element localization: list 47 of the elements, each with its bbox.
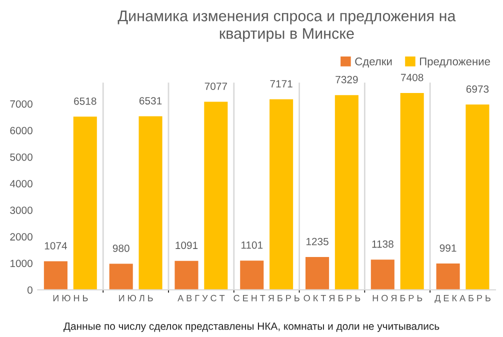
y-tick-label: 4000 — [10, 180, 32, 188]
x-tick-label: С Е Н Т Я Б Р Ь — [234, 294, 300, 302]
data-label: 6973 — [466, 85, 489, 93]
bar — [109, 264, 133, 290]
y-tick-label: 0 — [27, 286, 32, 294]
bar — [270, 99, 294, 290]
data-label: 7408 — [401, 74, 424, 82]
x-tick-label: А В Г У С Т — [178, 294, 225, 302]
y-tick-label: 7000 — [10, 100, 32, 108]
y-tick-label: 6000 — [10, 126, 32, 134]
data-label: 1091 — [176, 242, 198, 250]
x-tick-label: Н О Я Б Р Ь — [372, 294, 422, 302]
y-tick-label: 2000 — [10, 233, 32, 241]
text: Данные по числу сделок представлены НКА, комнаты и доли не учитывались — [64, 322, 440, 332]
data-label: 1101 — [241, 241, 263, 249]
bar — [240, 260, 264, 290]
bar — [436, 263, 460, 290]
bar — [44, 261, 68, 290]
data-label: 991 — [440, 244, 456, 252]
data-label: 980 — [112, 244, 130, 252]
chart-title: Динамика изменения спроса и предложения на квартиры в Минске — [118, 10, 456, 42]
bar — [400, 92, 424, 290]
data-label: 1138 — [372, 240, 394, 248]
x-tick-label: И Ю Н Ь — [53, 294, 88, 302]
x-tick-label: Д Е К А Б Р Ь — [434, 295, 490, 304]
data-label: 1235 — [306, 238, 328, 246]
bar — [305, 257, 330, 290]
data-label: 1074 — [44, 242, 67, 250]
data-label: 6518 — [74, 97, 96, 105]
bar — [204, 102, 228, 290]
data-label: 7329 — [336, 76, 358, 84]
x-tick-label: О К Т Я Б Р Ь — [304, 294, 360, 302]
bar — [370, 260, 394, 290]
y-tick-label: 5000 — [10, 153, 32, 161]
x-tick-label: И Ю Л Ь — [119, 294, 153, 302]
bar — [174, 260, 198, 290]
data-label: 6531 — [139, 97, 162, 105]
legend-label: Предложение — [420, 58, 490, 68]
bar — [138, 116, 162, 290]
y-tick-label: 3000 — [10, 206, 32, 214]
bar — [466, 104, 490, 290]
bar — [334, 95, 358, 290]
data-label: 7171 — [270, 80, 292, 88]
legend-label: Сделки — [355, 58, 392, 68]
bar — [73, 116, 97, 290]
y-tick-label: 1000 — [10, 260, 32, 268]
data-label: 7077 — [204, 82, 227, 90]
